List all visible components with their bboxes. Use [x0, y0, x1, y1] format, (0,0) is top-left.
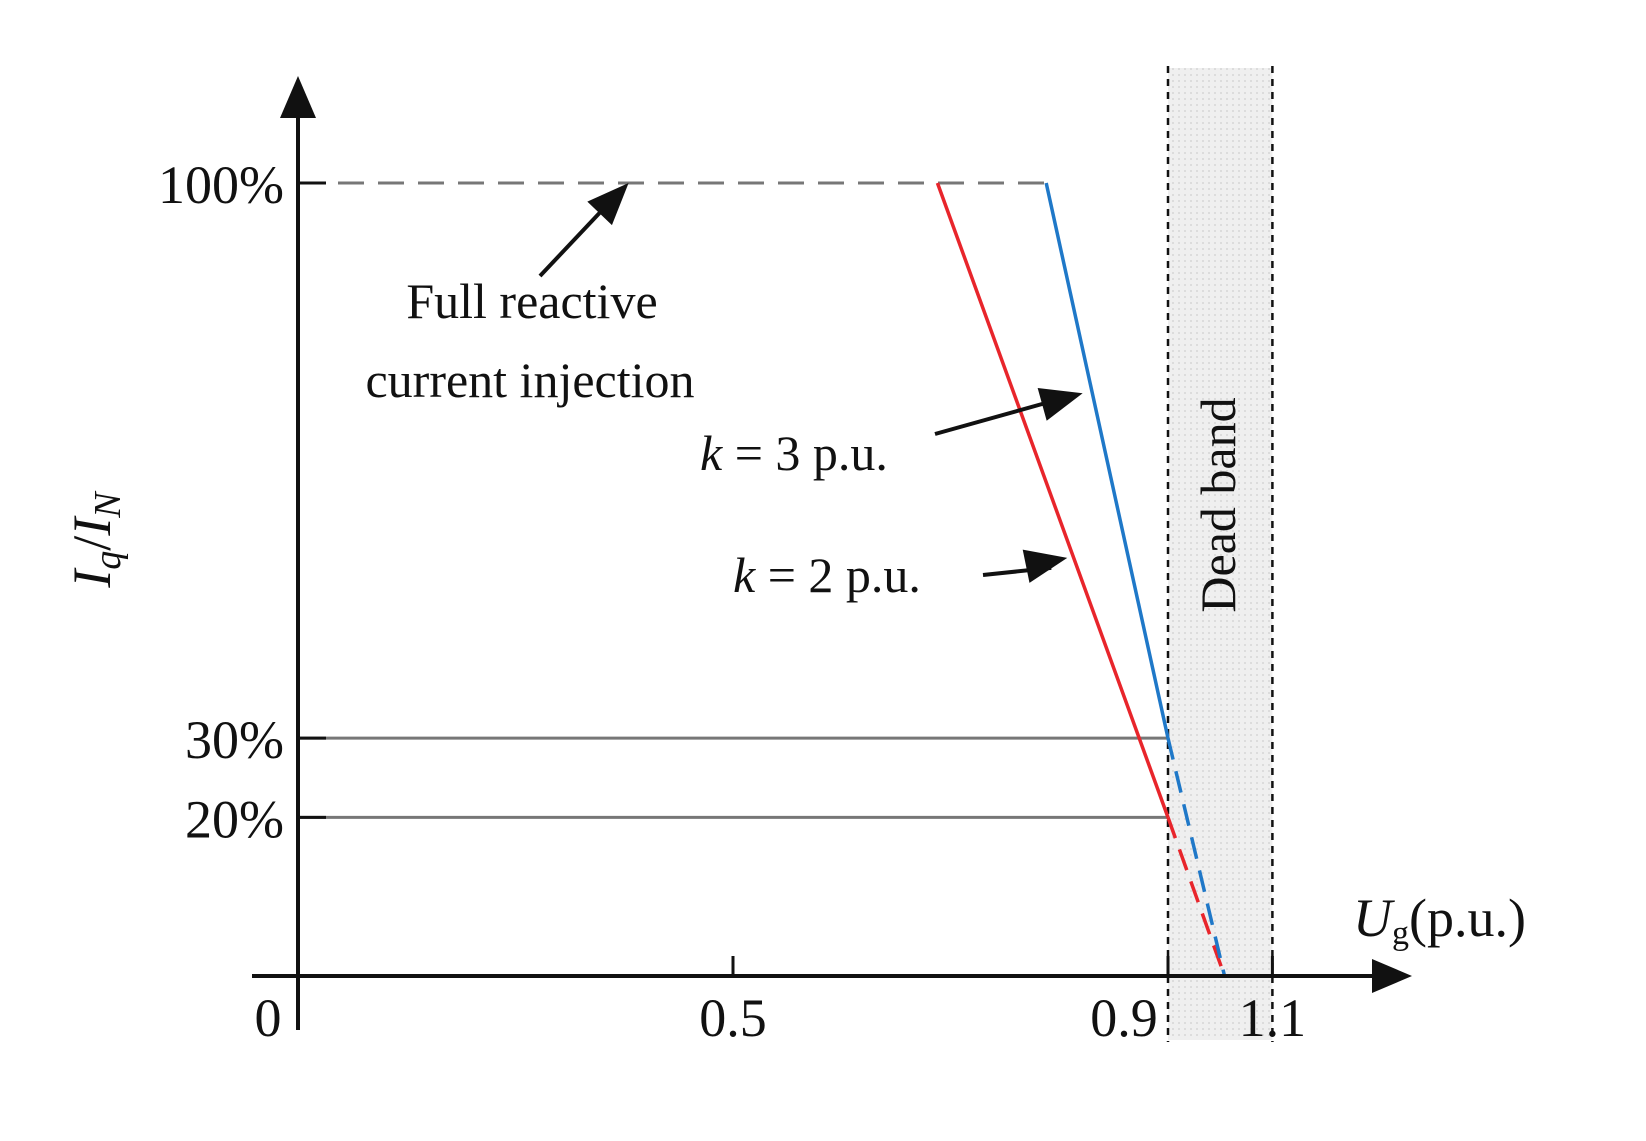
x-label-subscript: g — [1392, 915, 1409, 952]
dead-band-region — [1168, 68, 1273, 1040]
series-k2-solid-line — [935, 182, 1170, 818]
annotation-full-injection-line1: Full reactive — [406, 273, 657, 329]
annotation-k3-arrowhead — [1037, 388, 1083, 421]
x-label-unit: (p.u.) — [1409, 888, 1526, 948]
y-label-slash: / — [62, 536, 122, 551]
y-label-denominator: I — [62, 515, 122, 537]
svg-text:Iq/IN: Iq/IN — [62, 490, 129, 589]
annotation-k2-arrowhead — [1022, 549, 1068, 583]
annotation-full-injection-line2: current injection — [365, 352, 694, 408]
x-label-symbol: U — [1353, 888, 1395, 948]
series-k2-dashed-line — [1166, 816, 1227, 977]
y-label-denominator-sub: N — [87, 490, 129, 519]
y-tick-label-20: 20% — [185, 789, 284, 849]
y-label-numerator-sub: q — [87, 551, 129, 570]
dead-band-label: Dead band — [1190, 397, 1246, 612]
x-axis-label: Ug(p.u.) — [1353, 888, 1526, 952]
annotation-k2-symbol: k — [733, 547, 756, 603]
y-tick-label-30: 30% — [185, 710, 284, 770]
annotation-full-injection-arrowhead — [587, 183, 629, 226]
annotation-k2-text: = 2 p.u. — [755, 547, 921, 603]
x-tick-label-0.5: 0.5 — [699, 988, 767, 1048]
annotation-k3-arrow — [934, 396, 1064, 436]
x-axis-arrowhead — [1372, 959, 1412, 993]
x-tick-label-1.1: 1.1 — [1239, 988, 1307, 1048]
y-tick-label-100: 100% — [158, 155, 284, 215]
annotation-k2: k = 2 p.u. — [733, 547, 921, 603]
y-axis-label: Iq/IN — [62, 490, 129, 589]
annotation-k3: k = 3 p.u. — [700, 425, 888, 481]
y-label-numerator: I — [62, 567, 122, 589]
annotation-k3-text: = 3 p.u. — [722, 425, 888, 481]
series-k3-dashed-line — [1166, 737, 1227, 977]
annotation-k3-symbol: k — [700, 425, 723, 481]
series-k3-solid-line — [1044, 182, 1170, 739]
y-axis-arrowhead — [280, 76, 316, 118]
x-tick-label-0: 0 — [255, 988, 282, 1048]
x-tick-label-0.9: 0.9 — [1090, 988, 1158, 1048]
